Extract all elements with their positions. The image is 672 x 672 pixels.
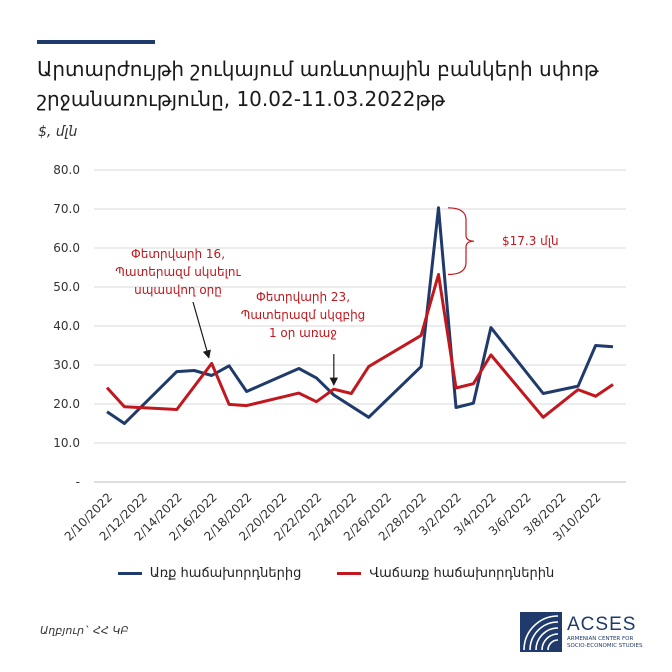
legend-swatch-buy <box>117 572 142 575</box>
annotation-text-feb23: 1 օր առաջ <box>269 326 337 340</box>
annotation-text-feb16: Պատերազմ սկսելու <box>115 265 241 279</box>
y-tick-label: 20.0 <box>53 397 80 411</box>
annotation-text-feb23: Պատերազմ սկզբից <box>241 308 366 322</box>
legend-item-buy: Առք հաճախորդներից <box>117 566 302 581</box>
chart-title-line-1: Արտարժույթի շուկայում առևտրային բանկերի … <box>37 57 599 81</box>
annotation-text-feb16: սպասվող օրը <box>134 283 222 297</box>
annotation-text-feb16: Փետրվարի 16, <box>131 247 225 261</box>
legend: Առք հաճախորդներից Վաճառք հաճախորդներին <box>0 566 672 581</box>
y-tick-label: 30.0 <box>53 358 80 372</box>
y-tick-label: 50.0 <box>53 280 80 294</box>
legend-item-sell: Վաճառք հաճախորդներին <box>337 566 554 581</box>
source-note: Աղբյուր` ՀՀ ԿԲ <box>40 624 129 637</box>
y-tick-label: 10.0 <box>53 436 80 450</box>
y-tick-label: 40.0 <box>53 319 80 333</box>
annotation-arrow-feb16 <box>192 301 211 359</box>
legend-swatch-sell <box>337 572 362 575</box>
chart-title-line-2: շրջանառությունը, 10.02-11.03.2022թթ <box>37 87 445 111</box>
y-axis-unit-label: $, մլն <box>38 124 78 140</box>
logo-subtitle: ARMENIAN CENTER FOR SOCIO-ECONOMIC STUDI… <box>567 636 643 649</box>
chart-title: Արտարժույթի շուկայում առևտրային բանկերի … <box>37 54 647 114</box>
y-tick-label: 80.0 <box>53 163 80 177</box>
title-accent-rule <box>37 40 155 44</box>
y-tick-label: 70.0 <box>53 202 80 216</box>
acses-logo: ACSES ARMENIAN CENTER FOR SOCIO-ECONOMIC… <box>520 612 650 652</box>
annotation-text-difference: $17.3 մլն <box>502 234 559 248</box>
annotation-text-feb23: Փետրվարի 23, <box>256 290 350 304</box>
logo-wordmark: ACSES <box>567 614 637 635</box>
y-tick-label: - <box>76 475 80 489</box>
annotation-bracket-difference <box>447 207 475 276</box>
series-line-sell <box>105 273 614 419</box>
y-tick-label: 60.0 <box>53 241 80 255</box>
series-line-buy <box>106 206 614 425</box>
acses-emblem-icon <box>520 612 562 652</box>
legend-label-buy: Առք հաճախորդներից <box>149 566 302 581</box>
legend-label-sell: Վաճառք հաճախորդներին <box>369 566 555 581</box>
